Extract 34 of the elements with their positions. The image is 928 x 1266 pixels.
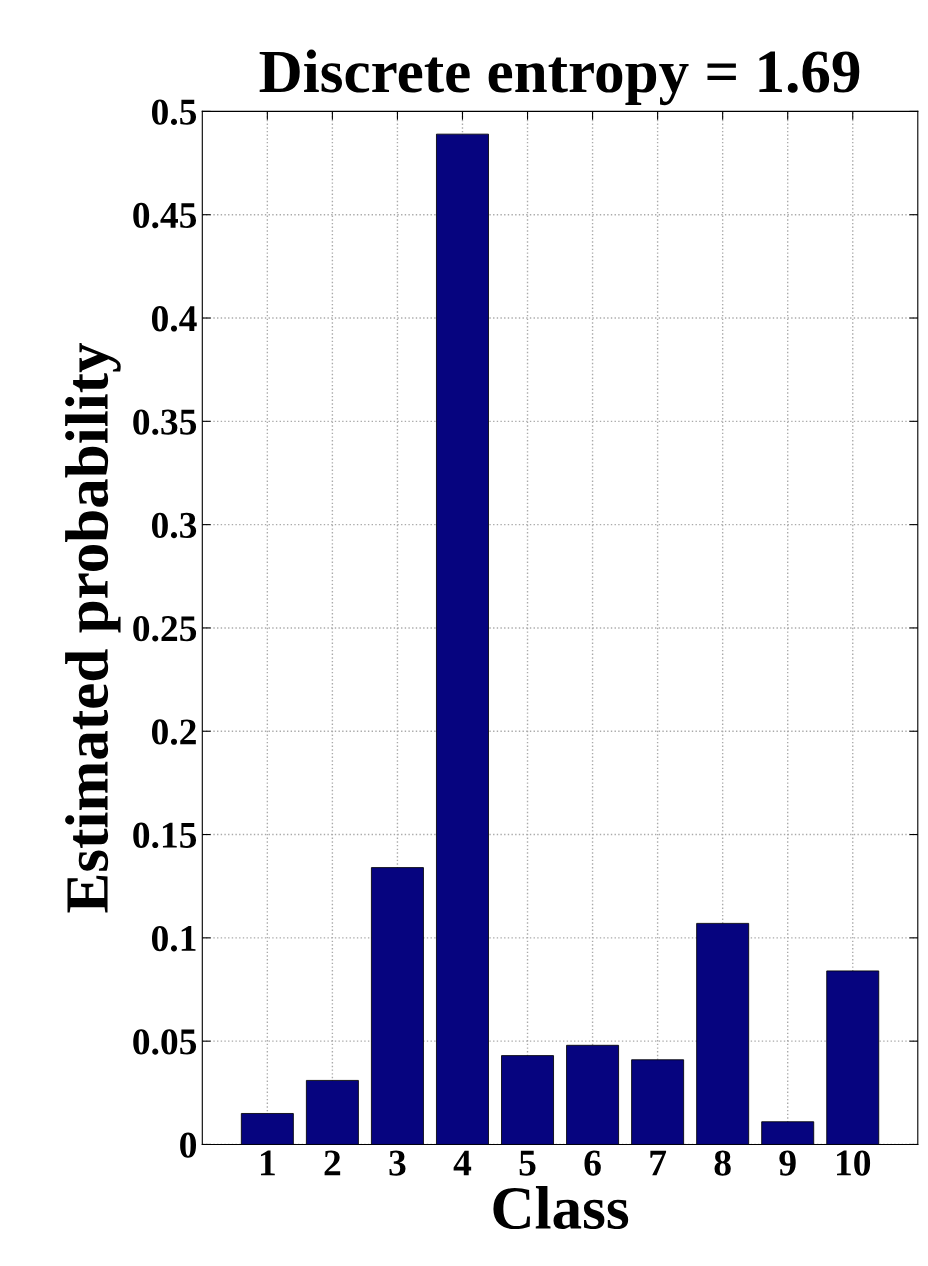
x-tick-label: 10 xyxy=(837,1150,871,1176)
bar xyxy=(371,867,424,1145)
x-tick-label: 2 xyxy=(324,1150,341,1176)
x-axis-title: Class xyxy=(493,1186,629,1230)
x-tick-label: 6 xyxy=(584,1150,601,1176)
bar xyxy=(305,1079,359,1145)
y-tick-label: 0.3 xyxy=(152,512,197,539)
bar xyxy=(761,1121,815,1145)
y-tick-label: 0.1 xyxy=(152,925,196,952)
y-tick-label: 0 xyxy=(180,1132,197,1158)
y-axis-title: Estimated probability xyxy=(65,343,121,913)
x-tick-label: 8 xyxy=(714,1150,731,1176)
chart-title: Discrete entropy = 1.69 xyxy=(259,49,860,106)
y-tick-label: 0.05 xyxy=(133,1029,197,1055)
y-tick-label: 0.4 xyxy=(152,306,197,332)
bar xyxy=(566,1044,620,1145)
y-tick-label: 0.5 xyxy=(152,99,197,125)
bar xyxy=(240,1113,294,1145)
bar xyxy=(826,970,880,1145)
bar xyxy=(501,1055,554,1145)
bar xyxy=(436,133,489,1145)
x-tick-label: 9 xyxy=(779,1150,796,1176)
y-tick-label: 0.2 xyxy=(152,719,196,745)
y-tick-label: 0.15 xyxy=(133,822,197,849)
y-tick-label: 0.35 xyxy=(133,409,197,435)
x-tick-label: 5 xyxy=(519,1150,536,1176)
bar xyxy=(631,1059,685,1145)
bar xyxy=(696,922,750,1145)
y-tick-label: 0.45 xyxy=(133,202,197,229)
x-tick-label: 4 xyxy=(453,1150,472,1176)
x-tick-label: 7 xyxy=(650,1150,667,1176)
x-tick-label: 3 xyxy=(389,1150,406,1176)
y-tick-label: 0.25 xyxy=(133,616,197,642)
x-tick-label: 1 xyxy=(260,1150,275,1176)
